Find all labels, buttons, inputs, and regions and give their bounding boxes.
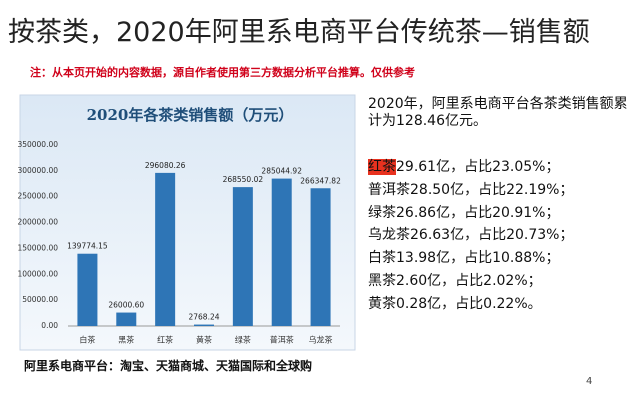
value-label: 26000.60 bbox=[108, 301, 144, 310]
value-label: 139774.15 bbox=[67, 242, 108, 251]
value-label: 266347.82 bbox=[300, 176, 341, 185]
value-label: 2768.24 bbox=[188, 313, 219, 322]
footer: 阿里系电商平台：淘宝、天猫商城、天猫国际和全球购 bbox=[24, 359, 313, 373]
item-name: 黄茶 bbox=[368, 295, 396, 312]
y-tick-label: 0.00 bbox=[41, 321, 58, 330]
chart: 2020年各茶类销售额（万元） 0.00 50000.00 100000.00 150… bbox=[17, 94, 356, 351]
bar bbox=[77, 253, 98, 326]
item-name: 黑茶 bbox=[368, 272, 396, 289]
bar bbox=[194, 324, 214, 326]
item-name: 红茶 bbox=[368, 159, 396, 175]
page-number: 4 bbox=[586, 376, 593, 387]
bar bbox=[310, 188, 331, 326]
item: 普洱茶28.50亿，占比22.19%； bbox=[368, 179, 573, 202]
chart-title: 2020年各茶类销售额（万元） bbox=[87, 106, 294, 124]
item: 绿茶26.86亿，占比20.91%； bbox=[368, 202, 573, 225]
item: 白茶13.98亿，占比10.88%； bbox=[368, 247, 573, 270]
item: 红茶29.61亿，占比23.05%； bbox=[368, 156, 573, 179]
x-tick-label: 白茶 bbox=[79, 335, 95, 345]
item-text: 26.63亿，占比20.73%； bbox=[410, 227, 574, 244]
x-tick-label: 普洱茶 bbox=[270, 335, 294, 345]
bar bbox=[232, 187, 253, 326]
item-name: 白茶 bbox=[368, 250, 396, 267]
bar bbox=[155, 172, 176, 326]
value-label: 296080.26 bbox=[145, 161, 186, 170]
x-tick-label: 黄茶 bbox=[196, 335, 212, 345]
item-text: 28.50亿，占比22.19%； bbox=[410, 181, 574, 198]
item-name: 普洱茶 bbox=[368, 181, 410, 198]
item-text: 13.98亿，占比10.88%； bbox=[396, 250, 560, 267]
x-tick-label: 红茶 bbox=[157, 335, 173, 345]
item-text: 2.60亿，占比2.02%； bbox=[396, 272, 542, 289]
chart-background bbox=[19, 94, 356, 351]
item-text: 26.86亿，占比20.91%； bbox=[396, 204, 560, 221]
item-text: 29.61亿，占比23.05%； bbox=[396, 159, 560, 175]
x-tick-label: 绿茶 bbox=[235, 335, 251, 345]
y-tick-label: 50000.00 bbox=[22, 295, 58, 304]
y-tick-label: 250000.00 bbox=[17, 192, 58, 201]
y-tick-label: 100000.00 bbox=[17, 269, 58, 278]
note: 注：从本页开始的内容数据，源自作者使用第三方数据分析平台推算。仅供参考 bbox=[30, 66, 415, 79]
item-name: 绿茶 bbox=[368, 204, 396, 221]
item: 黑茶2.60亿，占比2.02%； bbox=[368, 270, 573, 293]
item-list: 红茶29.61亿，占比23.05%； 普洱茶28.50亿，占比22.19%； 绿茶2… bbox=[368, 156, 573, 316]
y-tick-label: 350000.00 bbox=[17, 140, 58, 149]
bar bbox=[271, 178, 292, 326]
value-label: 285044.92 bbox=[261, 167, 302, 176]
item-name: 乌龙茶 bbox=[368, 227, 410, 244]
summary: 2020年，阿里系电商平台各茶类销售额累计为128.46亿元。 bbox=[368, 96, 628, 129]
y-tick-label: 150000.00 bbox=[17, 243, 58, 252]
y-tick-label: 300000.00 bbox=[17, 166, 58, 175]
y-tick-label: 200000.00 bbox=[17, 218, 58, 227]
bar bbox=[116, 312, 137, 326]
item: 乌龙茶26.63亿，占比20.73%； bbox=[368, 224, 573, 247]
item-text: 0.28亿，占比0.22%。 bbox=[396, 295, 542, 312]
item: 黄茶0.28亿，占比0.22%。 bbox=[368, 293, 573, 316]
x-tick-label: 黑茶 bbox=[118, 335, 134, 345]
slide-title: 按茶类，2020年阿里系电商平台传统茶—销售额 bbox=[8, 17, 590, 48]
x-tick-label: 乌龙茶 bbox=[309, 335, 333, 345]
value-label: 268550.02 bbox=[223, 175, 264, 184]
